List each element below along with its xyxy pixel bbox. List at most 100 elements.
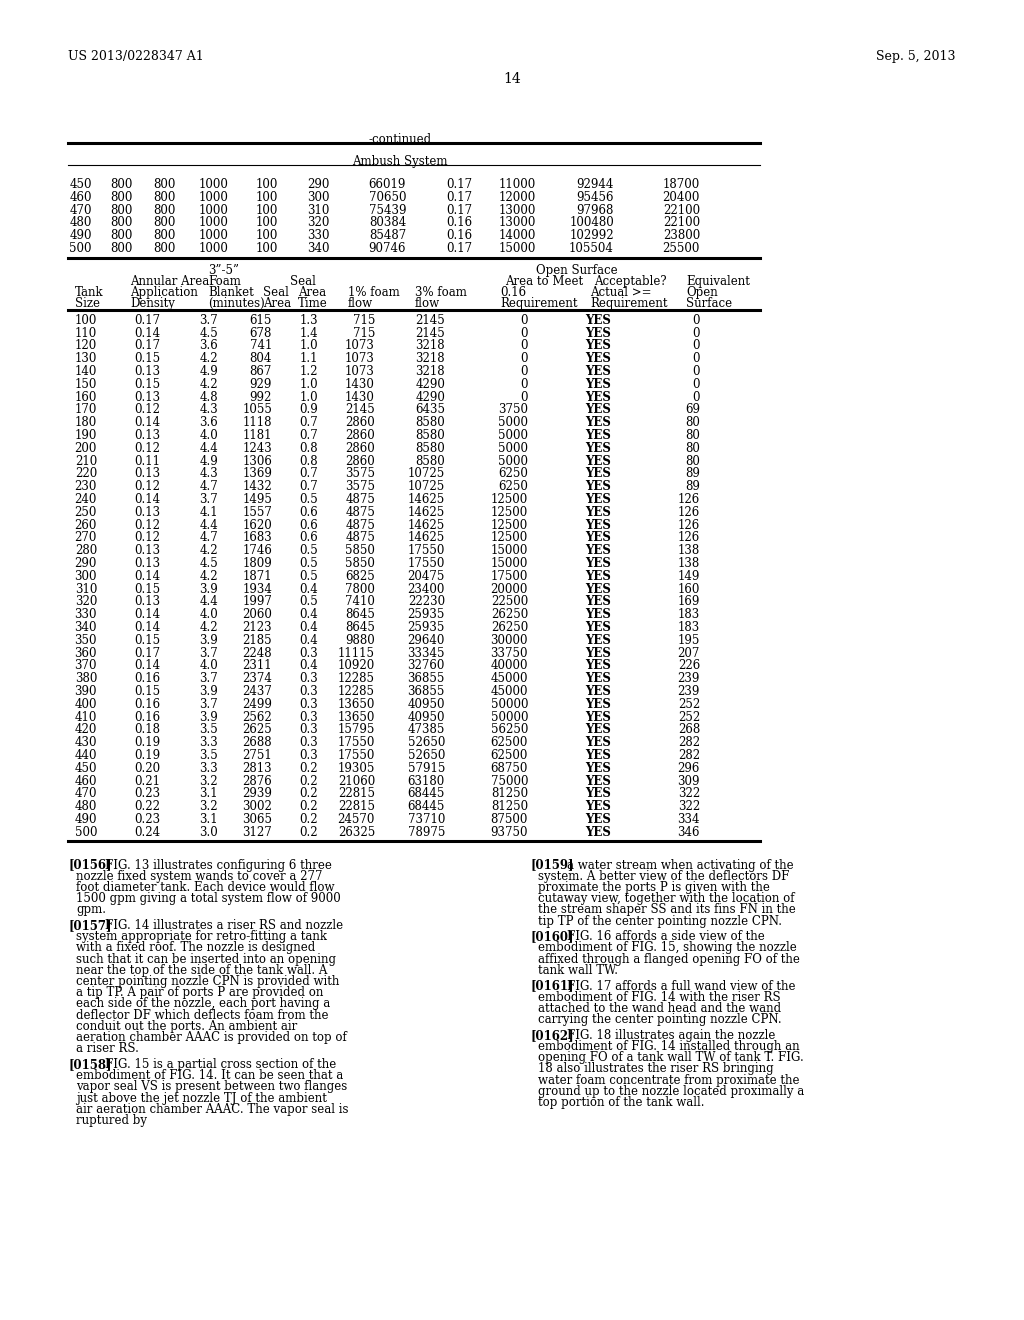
Text: system. A better view of the deflectors DF: system. A better view of the deflectors … — [538, 870, 790, 883]
Text: 93750: 93750 — [490, 826, 528, 838]
Text: 800: 800 — [111, 230, 133, 242]
Text: 0.5: 0.5 — [299, 595, 318, 609]
Text: embodiment of FIG. 14 installed through an: embodiment of FIG. 14 installed through … — [538, 1040, 800, 1053]
Text: cutaway view, together with the location of: cutaway view, together with the location… — [538, 892, 795, 906]
Text: 0.17: 0.17 — [445, 191, 472, 203]
Text: 100: 100 — [256, 216, 278, 230]
Text: Open Surface: Open Surface — [536, 264, 617, 277]
Text: 4.4: 4.4 — [200, 519, 218, 532]
Text: 3002: 3002 — [242, 800, 272, 813]
Text: 10725: 10725 — [408, 467, 445, 480]
Text: 5000: 5000 — [498, 429, 528, 442]
Text: embodiment of FIG. 15, showing the nozzle: embodiment of FIG. 15, showing the nozzl… — [538, 941, 797, 954]
Text: 73710: 73710 — [408, 813, 445, 826]
Text: 0: 0 — [520, 339, 528, 352]
Text: 320: 320 — [75, 595, 97, 609]
Text: 25935: 25935 — [408, 620, 445, 634]
Text: 45000: 45000 — [490, 672, 528, 685]
Text: 480: 480 — [70, 216, 92, 230]
Text: 5850: 5850 — [345, 544, 375, 557]
Text: YES: YES — [585, 595, 611, 609]
Text: 268: 268 — [678, 723, 700, 737]
Text: 8580: 8580 — [416, 442, 445, 455]
Text: 370: 370 — [75, 660, 97, 672]
Text: 2860: 2860 — [345, 416, 375, 429]
Text: 3.1: 3.1 — [200, 813, 218, 826]
Text: YES: YES — [585, 404, 611, 416]
Text: 95456: 95456 — [577, 191, 614, 203]
Text: 1055: 1055 — [242, 404, 272, 416]
Text: 160: 160 — [75, 391, 97, 404]
Text: center pointing nozzle CPN is provided with: center pointing nozzle CPN is provided w… — [76, 975, 339, 989]
Text: 17550: 17550 — [338, 748, 375, 762]
Text: 12500: 12500 — [490, 492, 528, 506]
Text: 3.7: 3.7 — [200, 314, 218, 327]
Text: 1000: 1000 — [198, 216, 228, 230]
Text: 4.3: 4.3 — [200, 404, 218, 416]
Text: 2374: 2374 — [242, 672, 272, 685]
Text: 282: 282 — [678, 737, 700, 750]
Text: Equivalent: Equivalent — [686, 275, 750, 288]
Text: 3.1: 3.1 — [200, 788, 218, 800]
Text: 250: 250 — [75, 506, 97, 519]
Text: YES: YES — [585, 723, 611, 737]
Text: YES: YES — [585, 467, 611, 480]
Text: 4.4: 4.4 — [200, 442, 218, 455]
Text: 460: 460 — [75, 775, 97, 788]
Text: Seal: Seal — [290, 275, 315, 288]
Text: Annular Area: Annular Area — [130, 275, 209, 288]
Text: 340: 340 — [75, 620, 97, 634]
Text: 30000: 30000 — [490, 634, 528, 647]
Text: 1.0: 1.0 — [299, 339, 318, 352]
Text: 320: 320 — [307, 216, 330, 230]
Text: 2145: 2145 — [416, 314, 445, 327]
Text: 0: 0 — [692, 366, 700, 378]
Text: 4290: 4290 — [415, 391, 445, 404]
Text: embodiment of FIG. 14. It can be seen that a: embodiment of FIG. 14. It can be seen th… — [76, 1069, 343, 1082]
Text: 470: 470 — [70, 203, 92, 216]
Text: 11115: 11115 — [338, 647, 375, 660]
Text: 1495: 1495 — [242, 492, 272, 506]
Text: 9880: 9880 — [345, 634, 375, 647]
Text: 322: 322 — [678, 800, 700, 813]
Text: YES: YES — [585, 775, 611, 788]
Text: ruptured by: ruptured by — [76, 1114, 147, 1127]
Text: 0.12: 0.12 — [134, 532, 160, 544]
Text: Acceptable?: Acceptable? — [594, 275, 667, 288]
Text: 1000: 1000 — [198, 203, 228, 216]
Text: 0.4: 0.4 — [299, 634, 318, 647]
Text: 450: 450 — [75, 762, 97, 775]
Text: YES: YES — [585, 352, 611, 366]
Text: YES: YES — [585, 737, 611, 750]
Text: tank wall TW.: tank wall TW. — [538, 964, 618, 977]
Text: Seal: Seal — [263, 286, 289, 298]
Text: 0.3: 0.3 — [299, 748, 318, 762]
Text: 4875: 4875 — [345, 492, 375, 506]
Text: 1.2: 1.2 — [299, 366, 318, 378]
Text: 138: 138 — [678, 557, 700, 570]
Text: 24570: 24570 — [338, 813, 375, 826]
Text: 102992: 102992 — [569, 230, 614, 242]
Text: 3”-5”: 3”-5” — [208, 264, 239, 277]
Text: Surface: Surface — [686, 297, 732, 310]
Text: 239: 239 — [678, 672, 700, 685]
Text: 1430: 1430 — [345, 391, 375, 404]
Text: YES: YES — [585, 698, 611, 710]
Text: -continued: -continued — [369, 133, 431, 147]
Text: 47385: 47385 — [408, 723, 445, 737]
Text: Actual >=: Actual >= — [590, 286, 651, 298]
Text: proximate the ports P is given with the: proximate the ports P is given with the — [538, 880, 770, 894]
Text: Requirement: Requirement — [590, 297, 668, 310]
Text: 6825: 6825 — [345, 570, 375, 583]
Text: 1000: 1000 — [198, 230, 228, 242]
Text: 3218: 3218 — [416, 339, 445, 352]
Text: 2813: 2813 — [243, 762, 272, 775]
Text: 1073: 1073 — [345, 352, 375, 366]
Text: 183: 183 — [678, 620, 700, 634]
Text: 2499: 2499 — [242, 698, 272, 710]
Text: 0.19: 0.19 — [134, 748, 160, 762]
Text: 210: 210 — [75, 454, 97, 467]
Text: FIG. 18 illustrates again the nozzle: FIG. 18 illustrates again the nozzle — [566, 1028, 775, 1041]
Text: 3.7: 3.7 — [200, 647, 218, 660]
Text: 14625: 14625 — [408, 506, 445, 519]
